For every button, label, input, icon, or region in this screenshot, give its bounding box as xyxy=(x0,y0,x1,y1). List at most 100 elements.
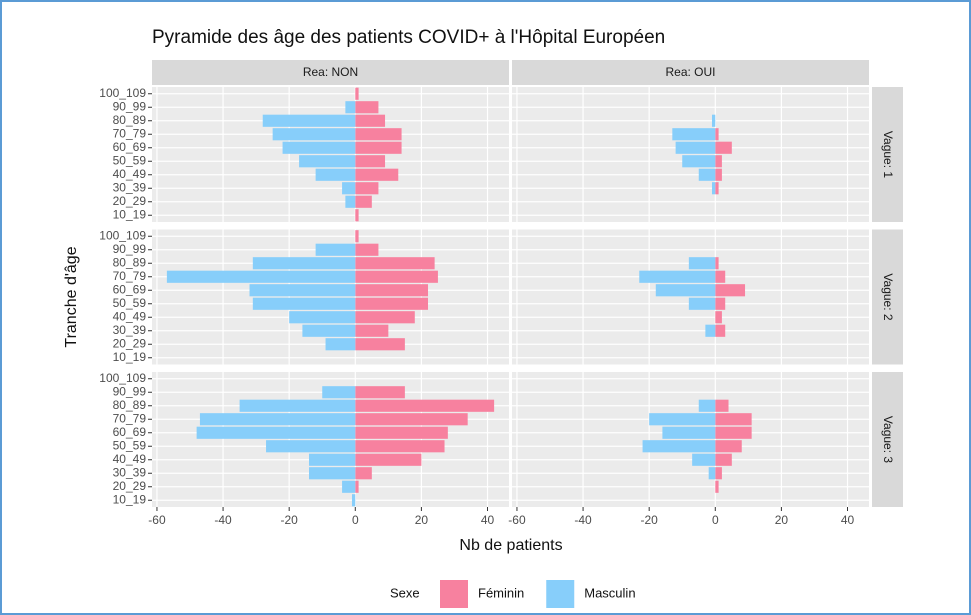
bar xyxy=(322,386,356,399)
panel xyxy=(152,87,509,222)
bar xyxy=(715,440,742,453)
bar xyxy=(688,297,716,310)
y-tick-label: 70_79 xyxy=(113,126,147,140)
y-tick-label: 60_69 xyxy=(113,140,147,154)
bar xyxy=(715,141,732,154)
strip-label: Rea: NON xyxy=(303,65,358,79)
bar xyxy=(708,467,716,480)
bar xyxy=(196,426,356,439)
bar xyxy=(355,399,495,412)
x-tick-label: 20 xyxy=(415,513,429,527)
y-tick-label: 10_19 xyxy=(113,207,147,221)
bar xyxy=(299,155,356,168)
bar xyxy=(325,338,356,351)
bar xyxy=(715,155,722,168)
y-tick-label: 30_39 xyxy=(113,323,147,337)
bar xyxy=(715,480,719,493)
legend-title: Sexe xyxy=(390,585,420,600)
y-tick-label: 100_109 xyxy=(99,228,146,242)
bar xyxy=(355,257,435,270)
y-tick-label: 70_79 xyxy=(113,411,147,425)
bar xyxy=(705,324,716,337)
y-tick-label: 90_99 xyxy=(113,99,147,113)
bar xyxy=(199,413,356,426)
bar xyxy=(715,413,752,426)
bar xyxy=(289,311,356,324)
bar xyxy=(715,257,719,270)
strip xyxy=(872,229,903,365)
bar xyxy=(351,494,356,507)
y-tick-label: 10_19 xyxy=(113,492,147,506)
bar xyxy=(166,270,356,283)
y-tick-label: 40_49 xyxy=(113,309,147,323)
y-tick-label: 60_69 xyxy=(113,282,147,296)
x-tick-label: -20 xyxy=(281,513,299,527)
bar xyxy=(355,243,379,256)
y-tick-label: 90_99 xyxy=(113,384,147,398)
bar xyxy=(355,128,402,141)
y-tick-label: 20_29 xyxy=(113,336,147,350)
bar xyxy=(715,128,719,141)
y-tick-label: 100_109 xyxy=(99,371,146,385)
y-tick-label: 20_29 xyxy=(113,194,147,208)
bar xyxy=(355,297,429,310)
x-tick-label: -40 xyxy=(214,513,232,527)
bar xyxy=(655,284,716,297)
bar xyxy=(675,141,716,154)
strip xyxy=(512,60,869,85)
bar xyxy=(711,114,716,127)
bar xyxy=(342,480,356,493)
bar xyxy=(649,413,716,426)
bar xyxy=(715,168,722,181)
y-tick-label: 10_19 xyxy=(113,350,147,364)
bar xyxy=(711,182,716,195)
bar xyxy=(252,257,356,270)
bar xyxy=(715,297,726,310)
bar xyxy=(302,324,356,337)
bar xyxy=(315,243,356,256)
bar xyxy=(355,338,405,351)
bar xyxy=(309,467,356,480)
bar xyxy=(315,168,356,181)
strip xyxy=(872,87,903,222)
bar xyxy=(355,182,379,195)
bar xyxy=(715,453,732,466)
bar xyxy=(239,399,356,412)
bar xyxy=(642,440,716,453)
legend-key xyxy=(440,580,468,608)
strip xyxy=(152,60,509,85)
bar xyxy=(249,284,356,297)
bar xyxy=(355,230,359,243)
bar xyxy=(355,467,372,480)
bar xyxy=(715,284,746,297)
y-tick-label: 20_29 xyxy=(113,479,147,493)
bar xyxy=(715,399,729,412)
y-tick-label: 80_89 xyxy=(113,113,147,127)
strip-label: Vague: 1 xyxy=(881,131,895,178)
bar xyxy=(355,426,448,439)
bar xyxy=(715,426,752,439)
bar xyxy=(355,87,359,100)
y-tick-label: 70_79 xyxy=(113,269,147,283)
x-tick-label: 40 xyxy=(481,513,495,527)
bar xyxy=(355,114,386,127)
y-axis-title: Tranche d'âge xyxy=(63,246,80,347)
y-tick-label: 50_59 xyxy=(113,153,147,167)
bar xyxy=(355,324,389,337)
bar xyxy=(355,101,379,114)
chart-title: Pyramide des âge des patients COVID+ à l… xyxy=(152,27,665,48)
x-tick-label: -40 xyxy=(574,513,592,527)
panel xyxy=(512,87,869,222)
bar xyxy=(262,114,356,127)
legend-label: Masculin xyxy=(584,585,635,600)
y-tick-label: 80_89 xyxy=(113,398,147,412)
legend-label: Féminin xyxy=(478,585,524,600)
y-tick-label: 60_69 xyxy=(113,425,147,439)
bar xyxy=(355,168,399,181)
panel xyxy=(512,229,869,365)
strip-label: Vague: 2 xyxy=(881,273,895,320)
strip-label: Vague: 3 xyxy=(881,416,895,463)
bar xyxy=(355,440,445,453)
x-tick-label: 20 xyxy=(775,513,789,527)
